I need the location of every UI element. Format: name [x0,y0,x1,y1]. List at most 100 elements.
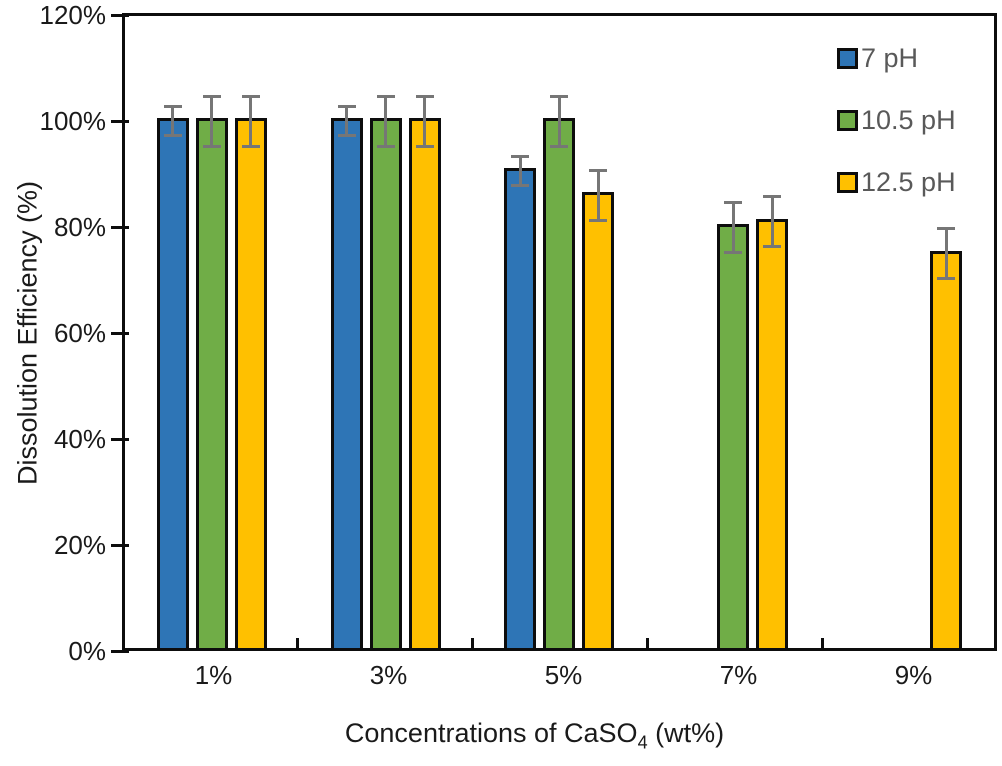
error-bar-cap-top [589,168,608,172]
error-bar-cap-bottom [202,144,221,148]
bar-105pH-5% [543,118,576,648]
error-bar-line [384,94,388,148]
bar-slot [330,16,363,648]
y-tick-label: 120% [39,0,107,30]
bar-7pH-3% [330,118,363,648]
error-bar-cap-top [511,155,530,159]
error-bar-line [210,94,214,148]
error-bar-line [731,200,735,254]
error-bar [717,200,749,254]
bar-125pH-5% [582,192,615,648]
x-tick-label: 1% [194,660,233,690]
y-tick-mark [111,331,129,335]
legend-item-7pH: 7 pH [837,43,956,73]
bar-slot [156,16,189,648]
error-bar-line [596,168,600,222]
x-tick-label: 9% [894,660,933,690]
error-bar-line [770,195,774,249]
x-axis-title-units: (wt%) [647,718,725,748]
bar-slot [504,16,537,648]
legend-item-125pH: 12.5 pH [837,167,956,197]
legend-swatch-icon [837,109,858,131]
error-bar-cap-bottom [724,250,743,254]
y-tick-mark [111,543,129,547]
error-bar-cap-top [550,94,569,98]
x-tick-mark [470,638,474,648]
legend-swatch-icon [837,47,858,69]
error-bar-line [423,94,427,148]
y-tick-mark [111,119,129,123]
bar-7pH-1% [156,118,189,648]
y-tick-label: 40% [53,424,106,454]
bar-105pH-1% [195,118,228,648]
error-bar-cap-bottom [163,133,182,137]
error-bar [582,168,614,222]
x-tick-mark [295,638,299,648]
error-bar-cap-top [415,94,434,98]
y-tick-label: 80% [53,212,106,242]
bar-slot [369,16,402,648]
y-tick-label: 0% [68,636,106,666]
error-bar-line [944,227,948,280]
error-bar-cap-top [337,105,356,109]
bar-slot [195,16,228,648]
plot-area: 7 pH 10.5 pH 12.5 pH [122,13,997,651]
bar-slot [756,16,789,648]
error-bar [157,105,189,137]
x-axis-title-subscript: 4 [637,732,648,753]
error-bar-cap-top [937,227,956,230]
y-tick-mark [111,225,129,229]
x-axis-title: Concentrations of CaSO4 (wt%) [122,718,947,753]
error-bar-line [249,94,253,148]
legend-item-105pH: 10.5 pH [837,105,956,135]
error-bar-cap-top [202,94,221,98]
bar-slot [234,16,267,648]
error-bar-line [171,105,175,137]
error-bar [756,195,788,249]
x-tick-label: 7% [719,660,758,690]
bar-7pH-5% [504,168,537,648]
error-bar-cap-bottom [550,144,569,148]
legend-label: 10.5 pH [861,104,956,135]
x-tick-mark [645,638,649,648]
legend-label: 12.5 pH [861,166,956,197]
bar-105pH-7% [717,224,750,648]
bar-group-5% [473,16,647,648]
error-bar-line [518,155,522,188]
bar-group-9% [820,16,994,648]
error-bar [235,94,267,148]
bar-125pH-7% [756,218,789,648]
y-tick-mark [111,437,129,441]
bar-group-3% [299,16,473,648]
y-tick-mark [111,649,129,653]
error-bar-line [557,94,561,148]
error-bar [370,94,402,148]
error-bar [504,155,536,188]
error-bar-cap-bottom [337,133,356,137]
y-tick-label: 100% [39,106,107,136]
bars-layer [125,16,994,648]
bar-slot [717,16,750,648]
legend-label: 7 pH [861,42,919,73]
error-bar [409,94,441,148]
y-tick-label: 20% [53,530,106,560]
x-tick-label: 5% [544,660,583,690]
y-tick-label: 60% [53,318,106,348]
error-bar-cap-bottom [241,144,260,148]
error-bar [331,105,363,137]
bar-group-7% [646,16,820,648]
error-bar-cap-top [724,200,743,204]
error-bar-cap-top [163,105,182,109]
y-tick-mark [111,13,129,17]
error-bar-cap-bottom [937,277,956,280]
error-bar-cap-bottom [376,144,395,148]
error-bar-cap-top [763,195,782,199]
x-axis-title-text: Concentrations of CaSO [344,718,638,748]
bar-slot [408,16,441,648]
legend-swatch-icon [837,171,858,193]
error-bar [543,94,575,148]
error-bar-cap-top [241,94,260,98]
bar-slot [678,16,710,648]
legend: 7 pH 10.5 pH 12.5 pH [837,43,956,229]
